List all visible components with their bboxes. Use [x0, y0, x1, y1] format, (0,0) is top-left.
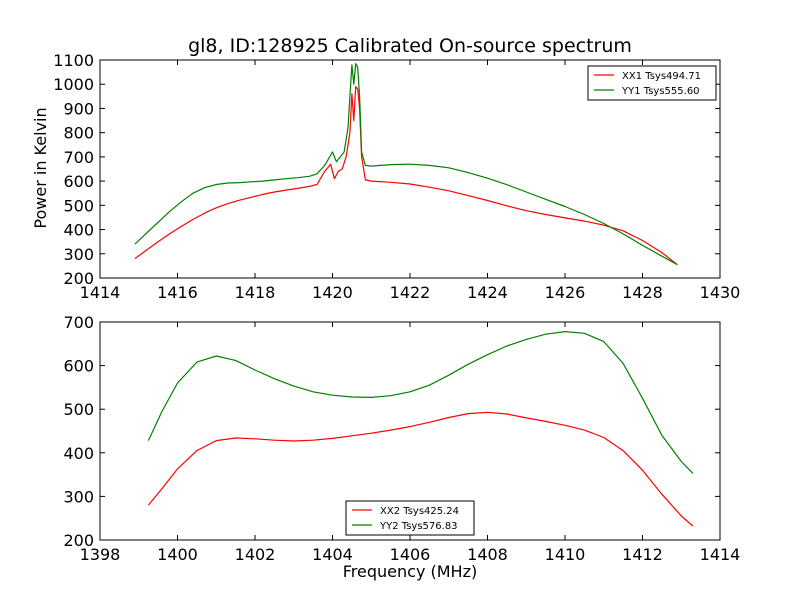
y-tick-label: 700 [63, 148, 94, 167]
x-tick-label: 1418 [235, 283, 276, 302]
legend-label: XX1 Tsys494.71 [622, 71, 701, 82]
y-tick-label: 500 [63, 400, 94, 419]
x-tick-label: 1428 [622, 283, 663, 302]
x-tick-label: 1398 [80, 545, 121, 564]
y-tick-label: 600 [63, 357, 94, 376]
series-line-yy1 [134, 62, 678, 266]
x-tick-label: 1414 [700, 545, 741, 564]
x-tick-label: 1402 [235, 545, 276, 564]
y-tick-label: 800 [63, 124, 94, 143]
bottom-panel: 1398 1400 1402 1404 1406 1408 1410 1412 1414 200 3… [63, 313, 740, 564]
x-axis-label: Frequency (MHz) [343, 562, 477, 581]
series-line-yy2 [147, 331, 694, 474]
series-line-xx2 [147, 411, 694, 527]
y-tick-label: 400 [63, 221, 94, 240]
y-tick-label: 300 [63, 487, 94, 506]
y-tick-label: 500 [63, 196, 94, 215]
y-tick-label: 600 [63, 172, 94, 191]
x-tick-label: 1400 [157, 545, 198, 564]
y-tick-label: 400 [63, 444, 94, 463]
x-tick-label: 1404 [312, 545, 353, 564]
x-tick-label: 1410 [545, 545, 586, 564]
legend-label: XX2 Tsys425.24 [380, 506, 459, 517]
x-tick-label: 1424 [467, 283, 508, 302]
legend-label: YY2 Tsys576.83 [379, 521, 458, 532]
y-tick-label: 1100 [53, 51, 94, 70]
x-tick-label: 1408 [467, 545, 508, 564]
y-tick-label: 200 [63, 531, 94, 550]
chart-title: gl8, ID:128925 Calibrated On-source spec… [188, 35, 632, 57]
y-tick-label: 200 [63, 269, 94, 288]
x-tick-label: 1416 [157, 283, 198, 302]
x-tick-label: 1414 [80, 283, 121, 302]
x-tick-label: 1422 [390, 283, 431, 302]
x-tick-label: 1420 [312, 283, 353, 302]
legend-box [345, 500, 475, 536]
series-line-xx1 [134, 85, 678, 266]
y-axis-label: Power in Kelvin [31, 107, 50, 228]
y-tick-label: 900 [63, 99, 94, 118]
y-tick-label: 700 [63, 313, 94, 332]
legend-box [587, 65, 717, 101]
x-tick-label: 1406 [390, 545, 431, 564]
legend: XX1 Tsys494.71 YY1 Tsys555.60 [587, 65, 717, 101]
x-tick-label: 1426 [545, 283, 586, 302]
top-panel: 1414 1416 1418 1420 1422 1424 1426 1428 1430 200 3… [53, 51, 740, 302]
x-tick-label: 1412 [622, 545, 663, 564]
legend-label: YY1 Tsys555.60 [621, 86, 700, 97]
legend: XX2 Tsys425.24 YY2 Tsys576.83 [345, 500, 475, 536]
x-tick-label: 1430 [700, 283, 741, 302]
y-tick-label: 300 [63, 245, 94, 264]
y-tick-label: 1000 [53, 75, 94, 94]
